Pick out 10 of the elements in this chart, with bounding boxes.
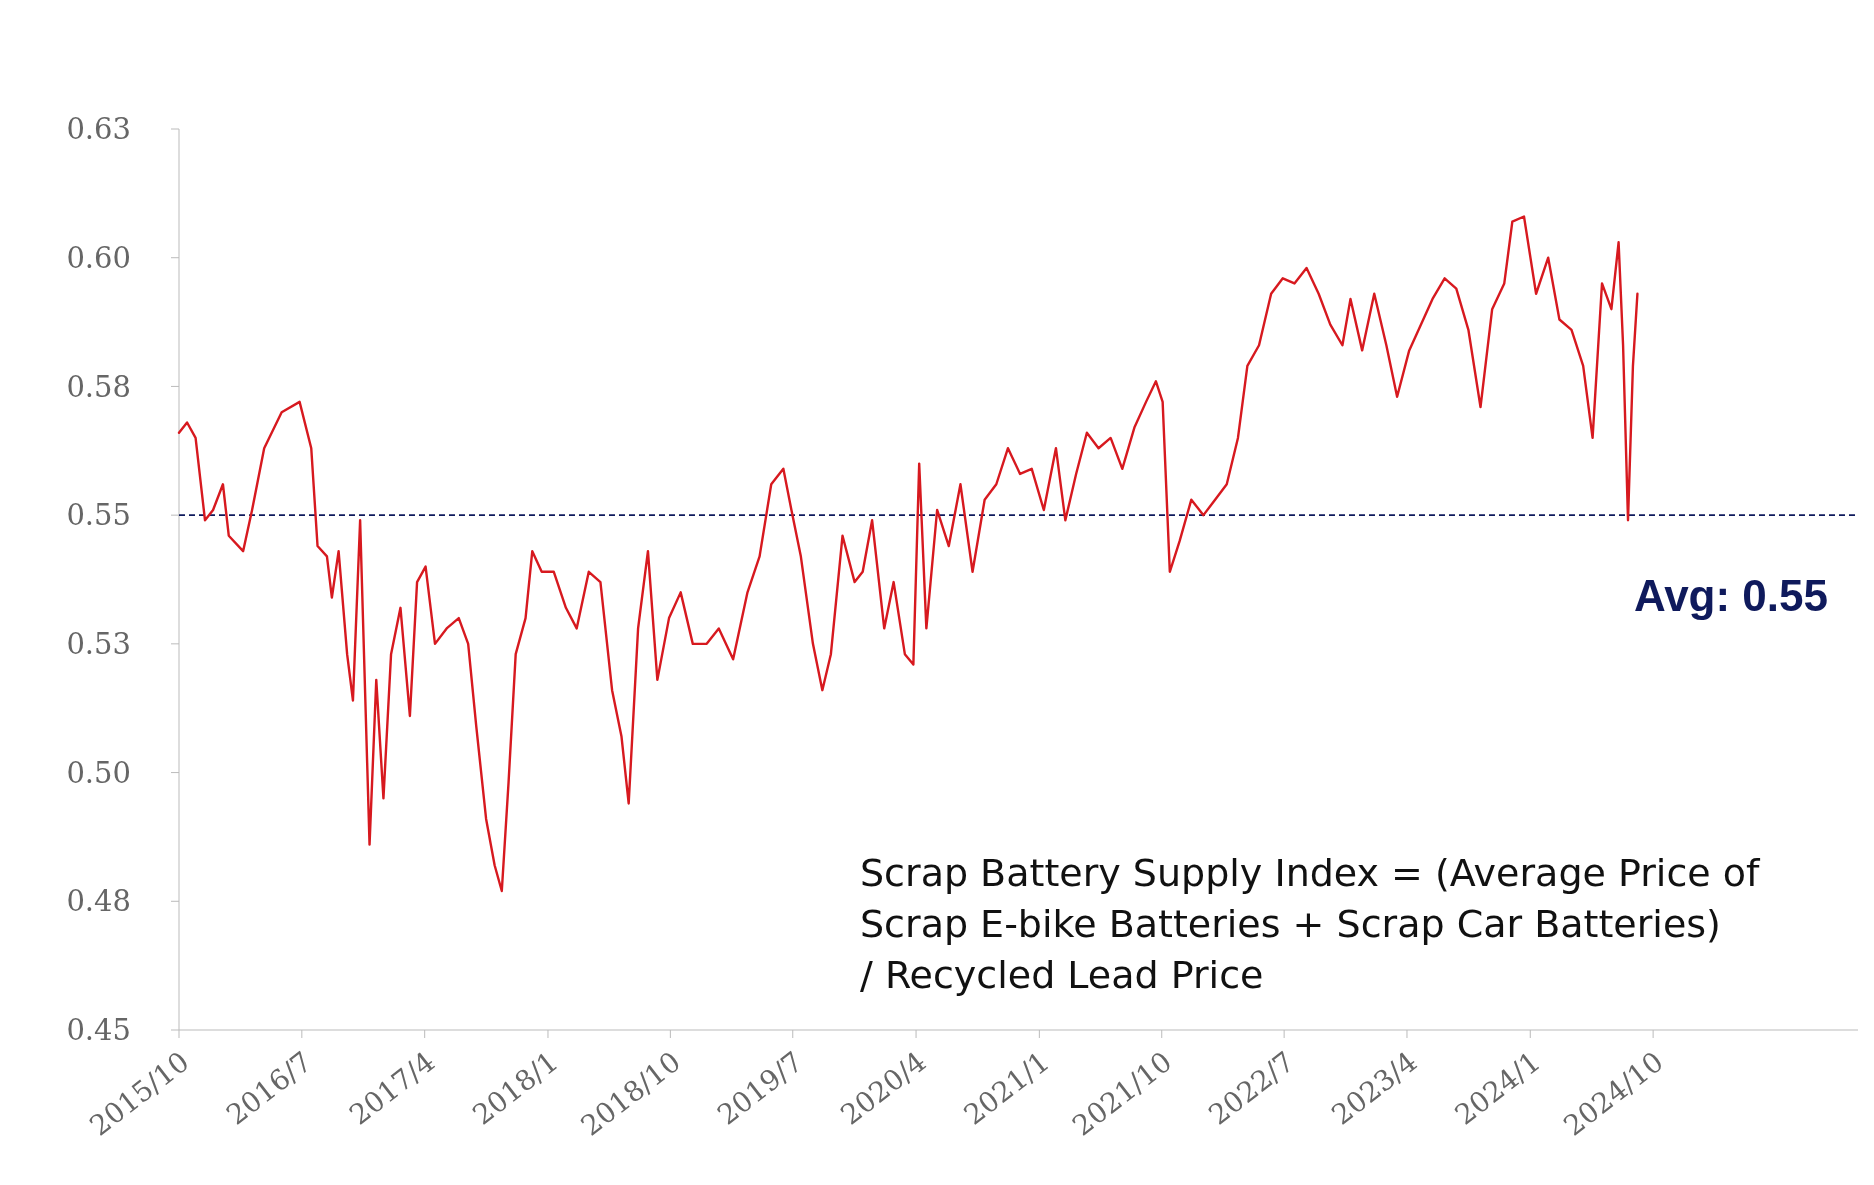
ref-line-label: Avg: 0.55: [1633, 571, 1828, 621]
annotation: Scrap Battery Supply Index = (Average Price of Scrap E-bike Batteries + Scrap Car Batteries) / Recycled Lead Price: [860, 851, 1761, 997]
y-tick-label: 0.45: [66, 1013, 131, 1048]
y-tick-label: 0.58: [66, 369, 131, 404]
y-tick-label: 0.55: [66, 498, 131, 533]
y-tick-label: 0.53: [66, 627, 131, 662]
y-tick-label: 0.48: [66, 884, 131, 919]
y-tick-label: 0.50: [66, 755, 131, 790]
y-tick-label: 0.63: [66, 112, 131, 147]
y-tick-label: 0.60: [66, 240, 131, 275]
